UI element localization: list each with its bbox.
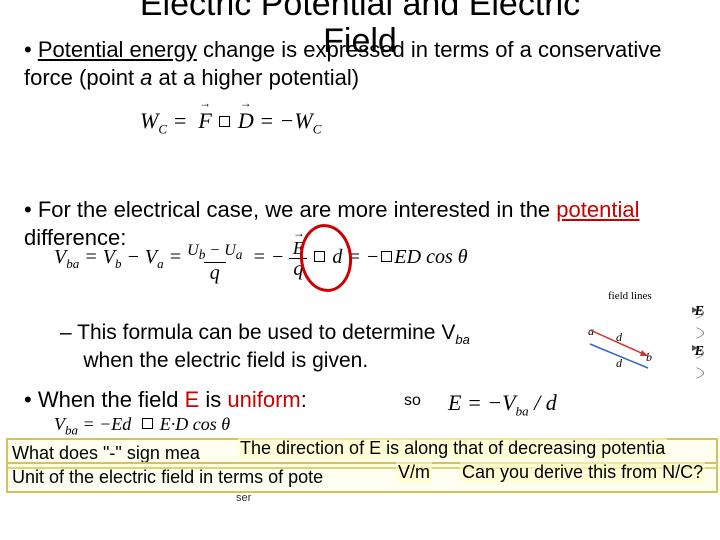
sub-bullet-text: – This formula can be used to determine … — [60, 321, 455, 344]
qa2-answer-2: Can you derive this from N/C? — [460, 462, 705, 483]
qa2-question: Unit of the electric field in terms of p… — [12, 467, 323, 487]
eq2-den: q — [204, 262, 226, 283]
field-lines-diagram: field lines E E d d a b — [552, 300, 702, 390]
eq3-ba: ba — [65, 423, 78, 438]
qa1-answer: The direction of E is along that of decr… — [238, 438, 667, 459]
bullet-1-key: Potential energy — [38, 37, 197, 62]
bullet-3-mid: is — [199, 387, 227, 412]
eq1-F: F — [198, 108, 211, 134]
bullet-1-point-a: a — [140, 65, 152, 90]
dot-op-icon-3 — [381, 251, 392, 262]
eq2-b: = V — [79, 246, 115, 268]
bullet-3-uniform: uniform — [227, 387, 300, 412]
bullet-1-marker: • — [24, 37, 38, 62]
bullet-1-text2: at a higher potential) — [152, 65, 359, 90]
eq4-ba: ba — [516, 403, 529, 418]
bullet-3-pre: • When the field — [24, 387, 185, 412]
qa2-answer-1: V/m — [396, 462, 432, 483]
title-line-1: Electric Potential and Electric — [140, 0, 580, 23]
dot-op-icon — [219, 116, 230, 127]
footer-fragment: ser — [236, 492, 251, 504]
eq2-V: V — [54, 246, 66, 268]
eq2-num: Ub − Ua — [187, 242, 242, 259]
bullet-3-E: E — [185, 387, 200, 412]
qa1-question: What does "-" sign mea — [12, 443, 200, 463]
eq1-sub2: C — [313, 121, 322, 136]
bullet-3: • When the field E is uniform: — [24, 386, 696, 414]
eq2-ba: ba — [66, 256, 79, 271]
equation-3: Vba = −Ed E·D cos θ — [54, 414, 230, 439]
eq1-W: W — [140, 108, 158, 133]
arrow-overlay-icon — [552, 300, 702, 390]
bullet-2-potential: potential — [556, 197, 639, 222]
eq1-D: D — [238, 108, 254, 134]
so-label: so — [404, 392, 421, 410]
sub-bullet-ba: ba — [455, 332, 469, 347]
bullet-1: • Potential energy change is expressed i… — [24, 36, 696, 91]
equation-1: WC = F D = −WC — [140, 108, 321, 137]
eq1-sub: C — [158, 121, 167, 136]
equation-4: E = −Vba / d — [448, 390, 557, 419]
slide: Electric Potential and Electric Field • … — [0, 0, 720, 540]
eq2-d: = — [169, 246, 188, 268]
box-icon — [142, 418, 153, 429]
equation-2: Vba = Vb − Va = Ub − Ua q = − E q d = −E… — [54, 234, 468, 283]
eq4-rhs: / d — [529, 390, 557, 415]
sub-bullet-post: when the electric field is given. — [78, 349, 369, 372]
eq4-lhs: E = −V — [448, 390, 516, 415]
eq2-g: ED cos θ — [394, 246, 467, 268]
bullet-3-post: : — [301, 387, 307, 412]
eq3-V: V — [54, 414, 65, 434]
eq2-sub-a: a — [157, 256, 164, 271]
eq1-rhs: = −W — [259, 108, 313, 133]
eq2-c: − V — [121, 246, 157, 268]
bullet-2-pre: • For the electrical case, we are more i… — [24, 197, 556, 222]
